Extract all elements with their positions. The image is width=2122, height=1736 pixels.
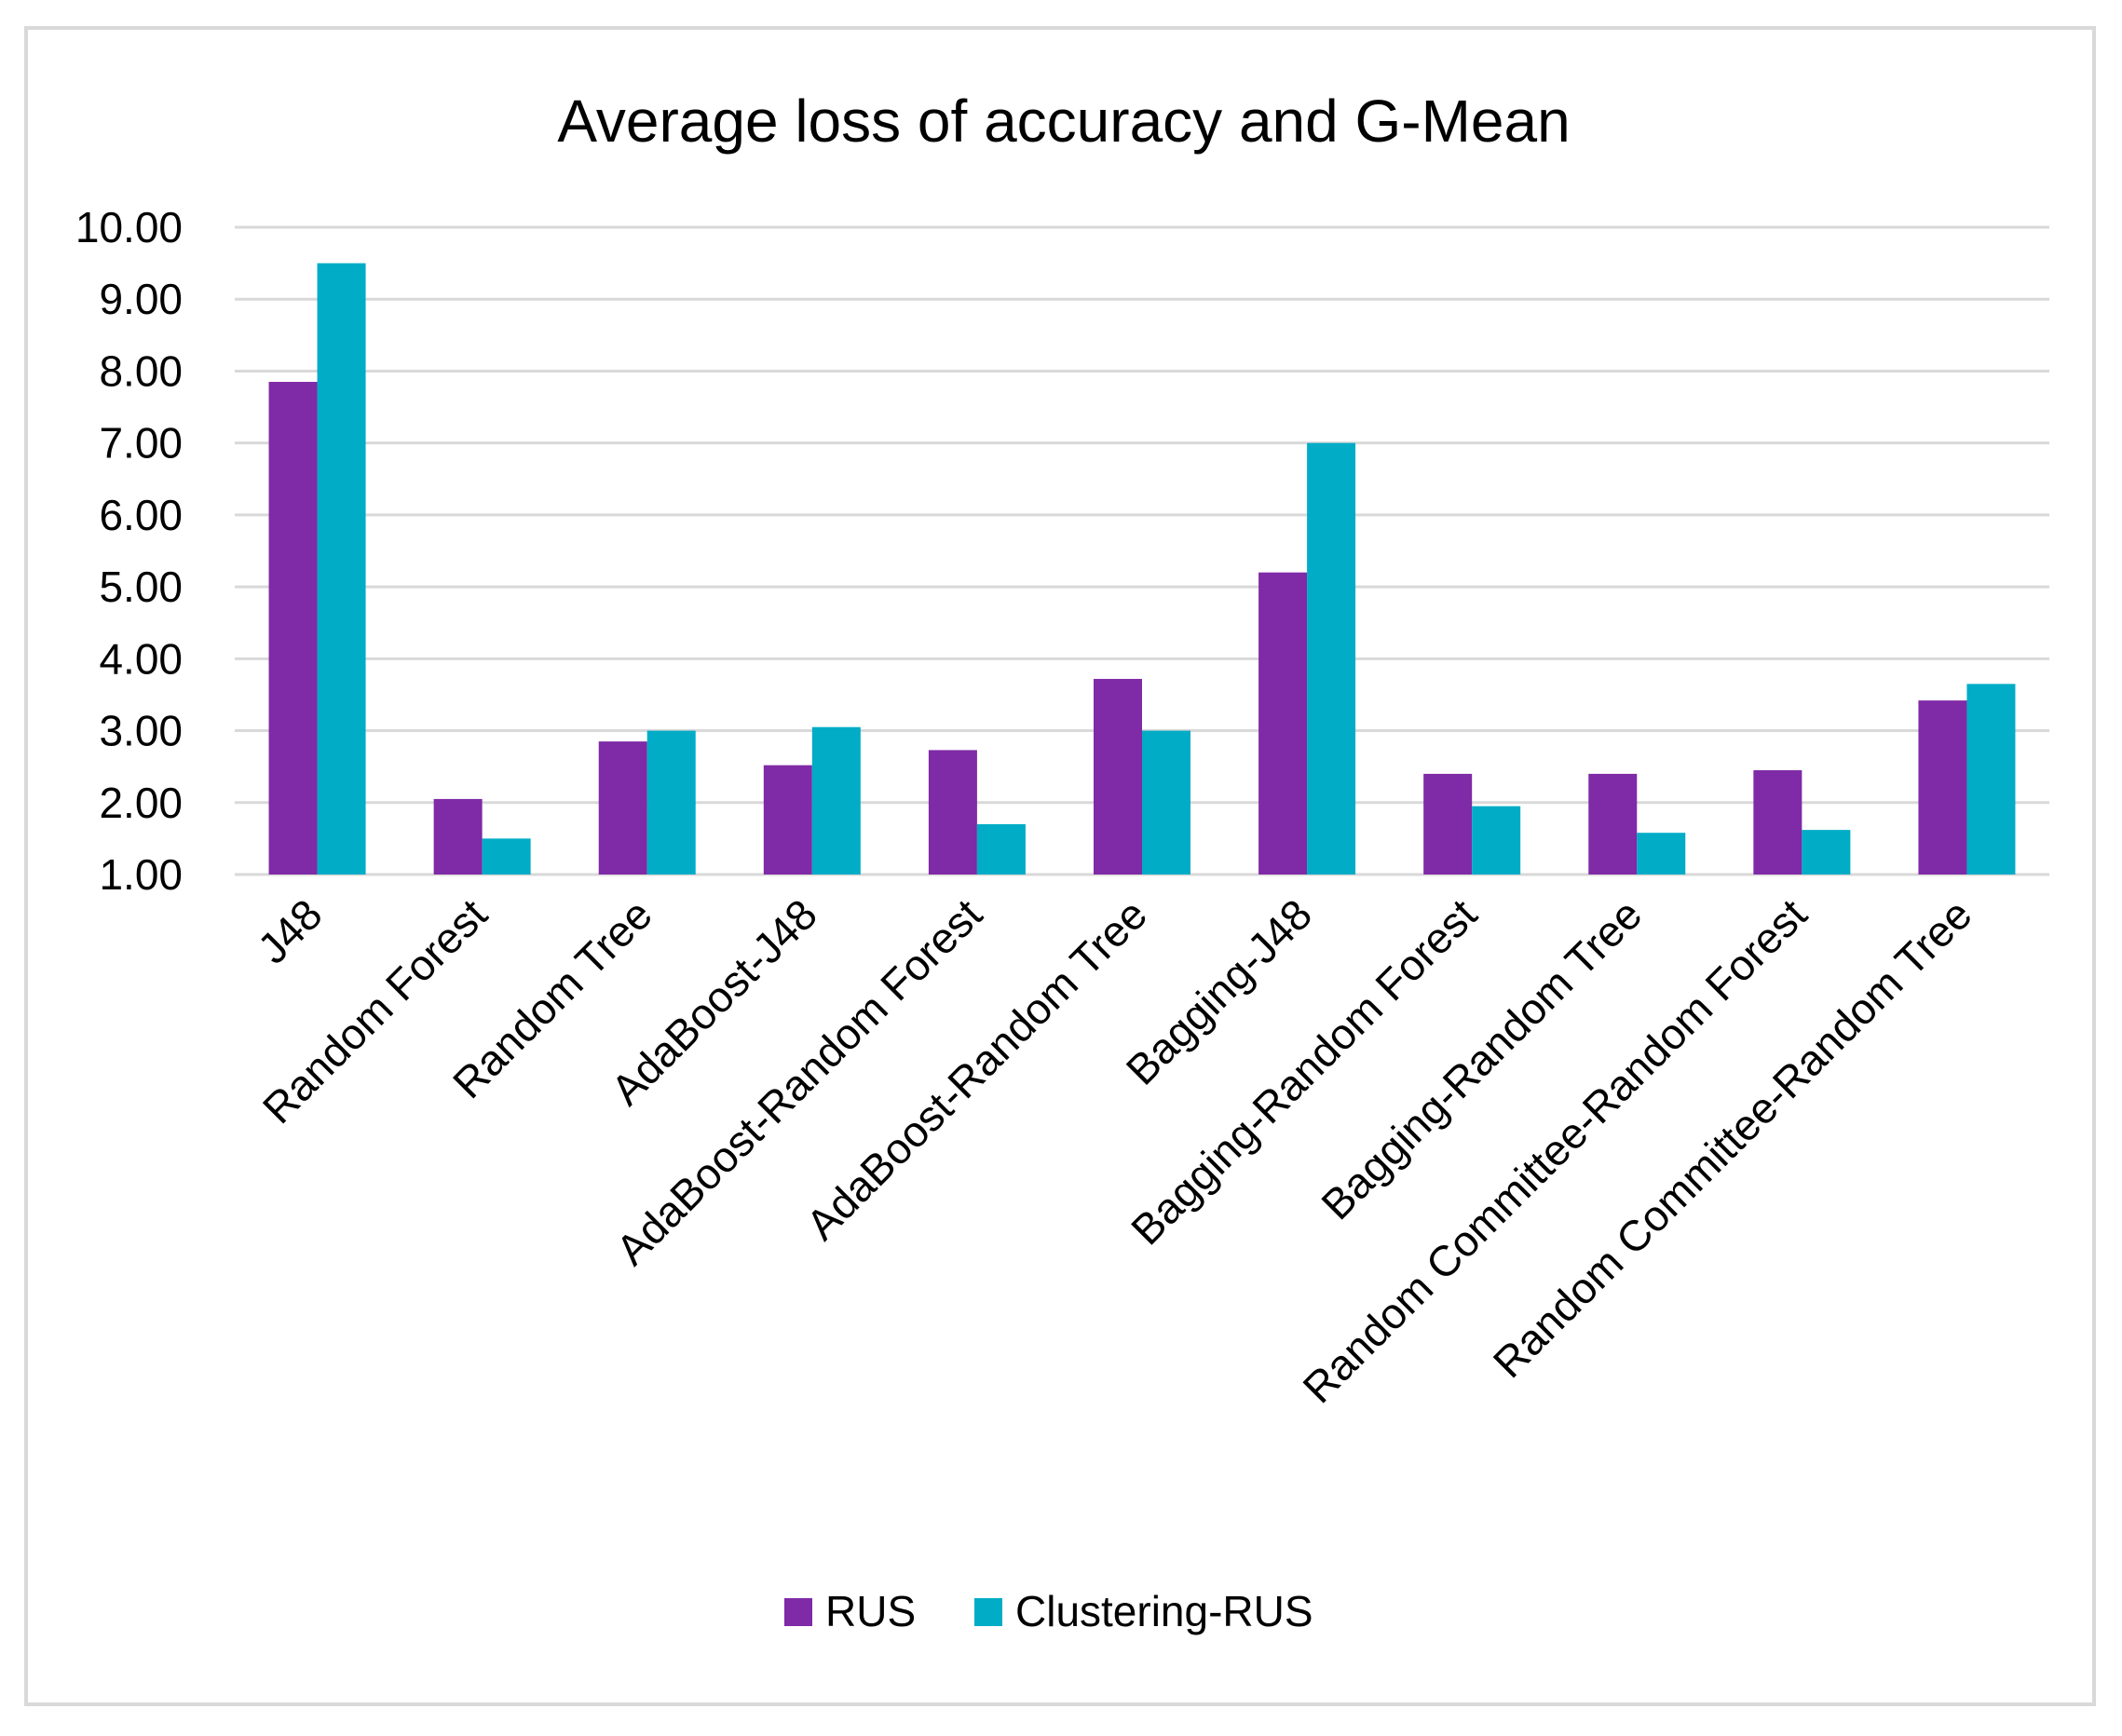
y-tick-label: 3.00 [99,707,183,755]
y-tick-label: 10.00 [75,203,183,251]
bar-rus-j48 [268,382,318,875]
bar-clustering-rus-random-tree [646,730,696,875]
x-tick-label-bagging-random-forest: Bagging-Random Forest [1122,889,1486,1254]
bar-clustering-rus-adaboost-j48 [811,726,861,875]
y-tick-label: 4.00 [99,634,183,683]
y-axis-ticks: 1.00 2.00 3.00 4.00 5.00 6.00 7.00 8.00 9.00 10.0… [75,203,183,899]
bar-clustering-rus-bagging-j48 [1307,442,1356,875]
bar-rus-bagging-j48 [1258,572,1308,875]
bar-clustering-rus-random-forest [482,838,531,875]
bar-rus-random-forest [433,798,483,875]
bar-rus-adaboost-j48 [763,765,812,875]
y-tick-label: 5.00 [99,563,183,611]
bar-clustering-rus-random-committee-random-forest [1802,830,1851,875]
y-tick-label: 1.00 [99,850,183,899]
legend: RUS Clustering-RUS [784,1587,1313,1635]
bar-chart: Average loss of accuracy and G-Mean 1.00… [75,88,2049,1635]
bar-rus-bagging-random-forest [1423,773,1473,875]
bar-rus-adaboost-random-forest [928,750,977,875]
bar-rus-random-committee-random-forest [1753,770,1802,875]
x-tick-label-bagging-random-tree: Bagging-Random Tree [1312,889,1651,1228]
bar-rus-bagging-random-tree [1588,773,1638,875]
y-tick-label: 7.00 [99,419,183,468]
bars [268,263,2016,875]
chart-title: Average loss of accuracy and G-Mean [557,88,1570,155]
legend-label-clustering-rus: Clustering-RUS [1015,1587,1313,1635]
bar-rus-random-tree [598,741,647,875]
bar-rus-adaboost-random-tree [1094,678,1142,875]
bar-clustering-rus-bagging-random-forest [1472,806,1521,875]
bar-clustering-rus-j48 [317,263,366,875]
x-tick-label-j48: J48 [248,889,331,972]
y-tick-label: 8.00 [99,346,183,395]
legend-swatch-clustering-rus [974,1598,1002,1626]
legend-swatch-rus [784,1598,812,1626]
y-tick-label: 2.00 [99,779,183,827]
chart-frame: Average loss of accuracy and G-Mean 1.00… [24,26,2096,1706]
bar-clustering-rus-bagging-random-tree [1637,833,1686,875]
legend-label-rus: RUS [825,1587,916,1635]
y-tick-label: 9.00 [99,275,183,323]
bar-clustering-rus-adaboost-random-forest [976,823,1026,875]
y-tick-label: 6.00 [99,491,183,539]
bar-clustering-rus-random-committee-random-tree [1966,684,2016,875]
bar-rus-random-committee-random-tree [1918,700,1967,875]
gridlines [235,225,2049,876]
bar-clustering-rus-adaboost-random-tree [1142,730,1190,875]
x-tick-label-adaboost-random-tree: AdaBoost-Random Tree [796,889,1156,1249]
